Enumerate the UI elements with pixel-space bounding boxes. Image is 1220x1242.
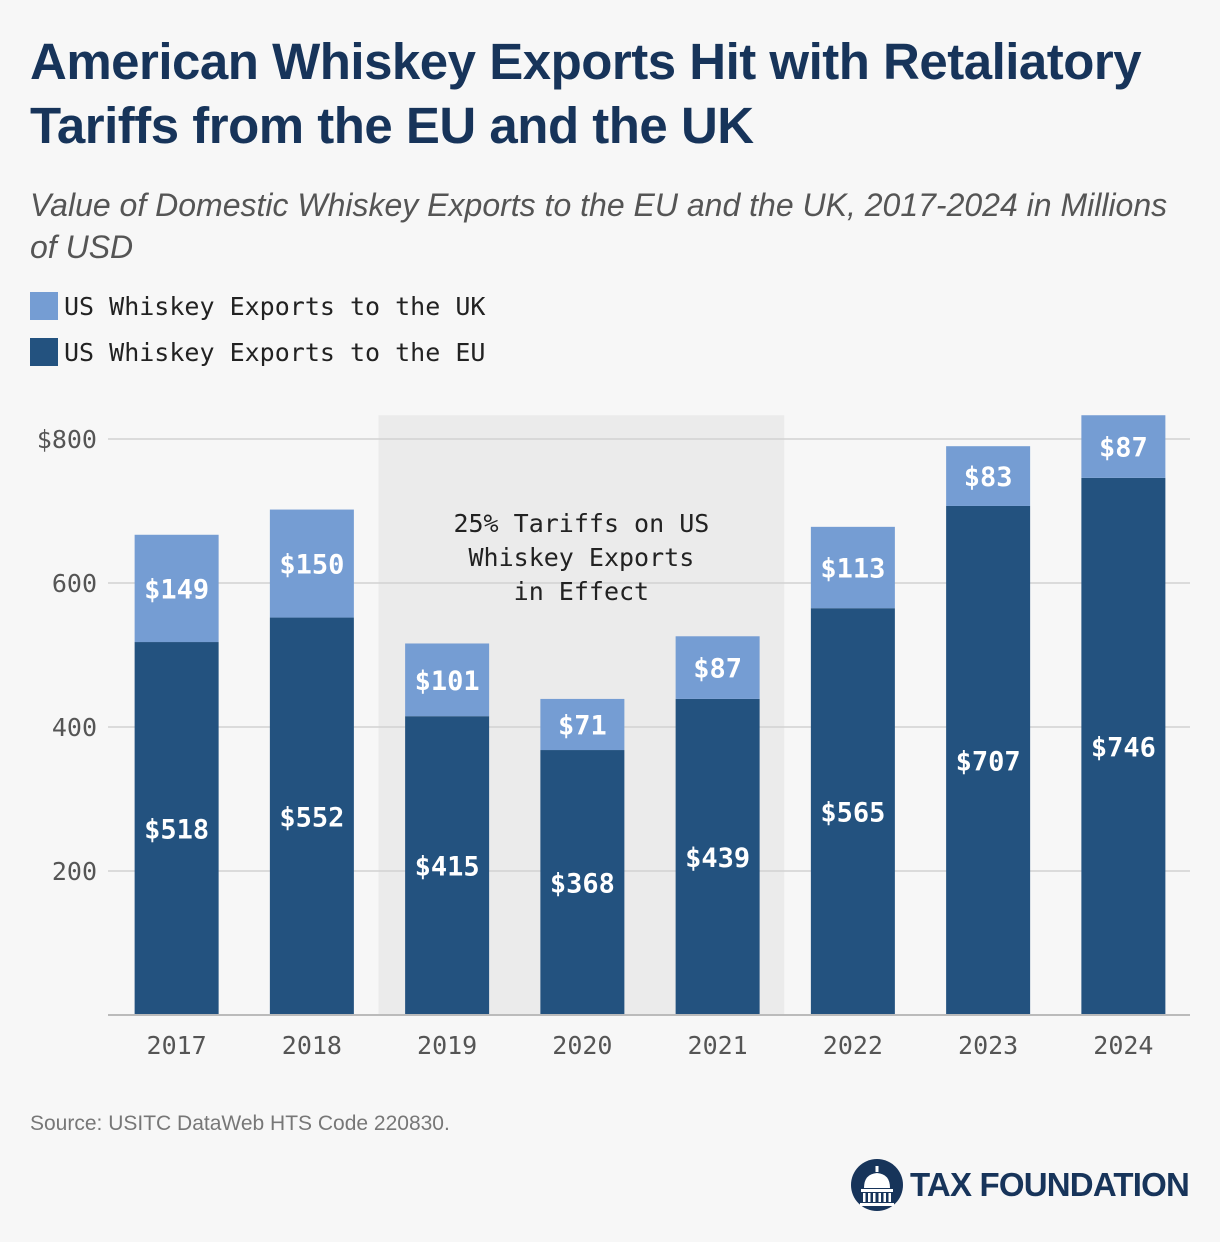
bar-uk bbox=[540, 698, 625, 751]
data-label-eu: $368 bbox=[550, 869, 615, 900]
stacked-bar-chart: 200 400 600 $800 $518 $149 2017 $552 $150 2018 $41… bbox=[37, 415, 1190, 1060]
legend-swatch-eu bbox=[30, 338, 58, 366]
x-tick-label: 2017 bbox=[147, 1031, 207, 1060]
y-tick-label: 600 bbox=[52, 569, 97, 598]
bar-uk bbox=[675, 636, 760, 699]
legend: US Whiskey Exports to the UK US Whiskey … bbox=[30, 290, 485, 382]
x-tick-label: 2023 bbox=[958, 1031, 1018, 1060]
tariff-annotation-line: 25% Tariffs on US bbox=[453, 509, 709, 538]
data-label-eu: $565 bbox=[820, 798, 885, 829]
legend-label-eu: US Whiskey Exports to the EU bbox=[64, 337, 486, 367]
data-label-uk: $87 bbox=[693, 654, 742, 685]
chart-subtitle: Value of Domestic Whiskey Exports to the… bbox=[30, 187, 1168, 265]
data-label-uk: $101 bbox=[415, 666, 480, 697]
x-tick-label: 2019 bbox=[417, 1031, 477, 1060]
data-label-eu: $746 bbox=[1091, 732, 1156, 763]
legend-swatch-uk bbox=[30, 292, 58, 320]
data-label-uk: $87 bbox=[1099, 433, 1148, 464]
bar-eu bbox=[675, 698, 760, 1015]
x-tick-label: 2022 bbox=[823, 1031, 883, 1060]
data-label-uk: $83 bbox=[964, 462, 1013, 493]
legend-item-uk: US Whiskey Exports to the UK bbox=[30, 290, 485, 322]
data-label-uk: $149 bbox=[144, 574, 209, 605]
data-label-uk: $150 bbox=[279, 550, 344, 581]
chart-title: American Whiskey Exports Hit with Retali… bbox=[30, 33, 1142, 154]
y-tick-label: 400 bbox=[52, 713, 97, 742]
data-label-uk: $113 bbox=[820, 554, 885, 585]
source-note: Source: USITC DataWeb HTS Code 220830. bbox=[30, 1112, 450, 1135]
data-label-eu: $552 bbox=[279, 802, 344, 833]
bar-eu bbox=[540, 750, 625, 1015]
bar-uk bbox=[134, 534, 219, 643]
data-label-eu: $439 bbox=[685, 843, 750, 874]
legend-label-uk: US Whiskey Exports to the UK bbox=[64, 291, 486, 321]
bar-eu bbox=[1081, 477, 1166, 1015]
x-tick-label: 2021 bbox=[688, 1031, 748, 1060]
bar-eu bbox=[269, 617, 354, 1015]
y-tick-label: $800 bbox=[37, 425, 97, 454]
x-tick-label: 2020 bbox=[552, 1031, 612, 1060]
x-tick-label: 2024 bbox=[1093, 1031, 1153, 1060]
x-tick-label: 2018 bbox=[282, 1031, 342, 1060]
data-label-eu: $707 bbox=[956, 746, 1021, 777]
data-label-uk: $71 bbox=[558, 710, 607, 741]
data-label-eu: $415 bbox=[415, 852, 480, 883]
legend-item-eu: US Whiskey Exports to the EU bbox=[30, 336, 485, 368]
data-label-eu: $518 bbox=[144, 815, 209, 846]
bar-eu bbox=[946, 505, 1031, 1015]
bar-uk bbox=[810, 526, 895, 609]
bar-uk bbox=[269, 509, 354, 618]
bar-uk bbox=[405, 643, 490, 717]
capitol-dome-icon bbox=[851, 1159, 903, 1211]
y-tick-label: 200 bbox=[52, 857, 97, 886]
bar-uk bbox=[946, 446, 1031, 506]
bar-eu bbox=[405, 716, 490, 1015]
bar-eu bbox=[810, 608, 895, 1015]
tariff-annotation-line: Whiskey Exports bbox=[468, 543, 694, 572]
tax-foundation-logo: TAX FOUNDATION bbox=[850, 1158, 1190, 1212]
bar-uk bbox=[1081, 415, 1166, 478]
bar-eu bbox=[134, 642, 219, 1015]
tariff-annotation-line: in Effect bbox=[514, 577, 649, 606]
brand-name: TAX FOUNDATION bbox=[910, 1166, 1190, 1203]
